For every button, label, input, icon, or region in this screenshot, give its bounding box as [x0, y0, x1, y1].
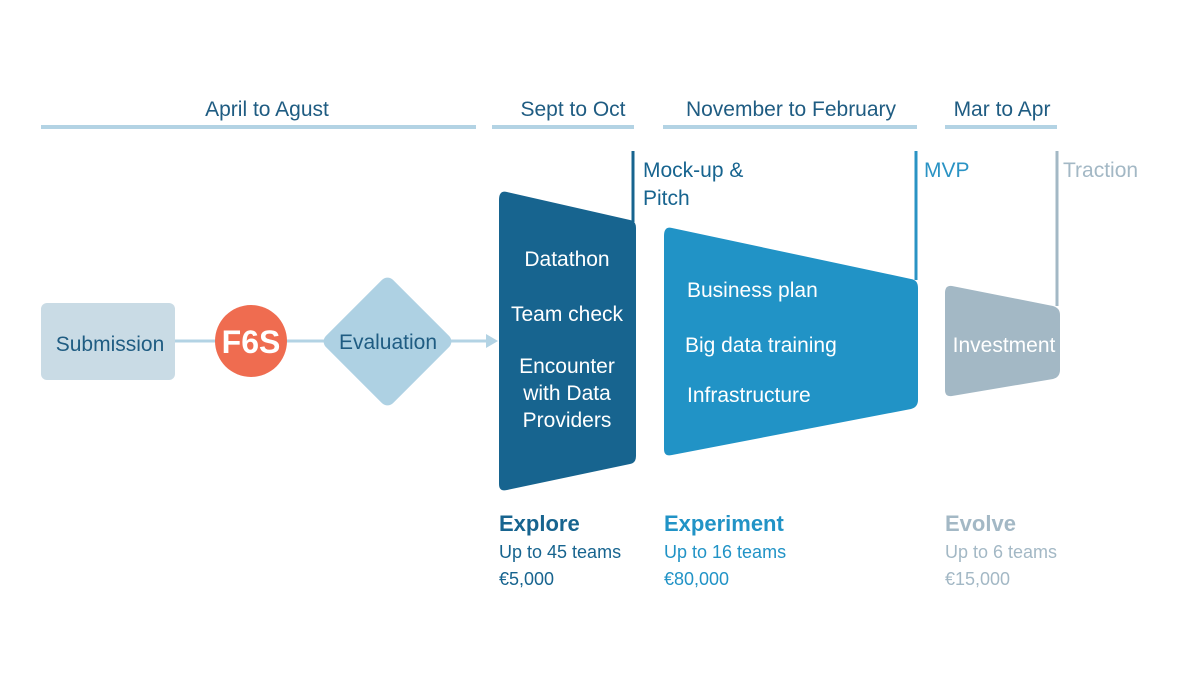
stage-explore-name: Explore: [499, 511, 580, 536]
stage-explore-teams: Up to 45 teams: [499, 542, 621, 562]
submission-label: Submission: [56, 333, 165, 356]
explore-item-teamcheck: Team check: [511, 303, 624, 326]
timeline-periods: April to Agust Sept to Oct November to F…: [41, 98, 1057, 129]
milestones: Mock-up & Pitch MVP Traction: [631, 151, 1138, 306]
stage-evolve: Investment Evolve Up to 6 teams €15,000: [945, 285, 1060, 589]
stage-evolve-name: Evolve: [945, 511, 1016, 536]
period-label-1: April to Agust: [205, 98, 329, 121]
evolve-item-investment: Investment: [953, 334, 1056, 357]
stage-explore-amount: €5,000: [499, 569, 554, 589]
period-label-2: Sept to Oct: [520, 98, 625, 121]
stage-evolve-teams: Up to 6 teams: [945, 542, 1057, 562]
period-bar-4: [945, 125, 1057, 129]
milestone-mockup-line1: Mock-up &: [643, 159, 743, 182]
milestone-mvp: MVP: [924, 159, 970, 182]
stage-evolve-shape: [945, 285, 1060, 397]
period-label-3: November to February: [686, 98, 897, 121]
explore-item-datathon: Datathon: [524, 248, 609, 271]
evaluation-diamond: [323, 277, 452, 406]
period-bar-2: [492, 125, 634, 129]
submission-box: [41, 303, 175, 380]
stage-explore: Datathon Team check Encounter with Data …: [499, 191, 636, 589]
explore-item-encounter-2: with Data: [522, 382, 611, 405]
stage-experiment-name: Experiment: [664, 511, 784, 536]
experiment-item-bigdata: Big data training: [685, 334, 837, 357]
explore-item-encounter-1: Encounter: [519, 355, 615, 378]
evaluation-label: Evaluation: [339, 331, 437, 354]
entry-flow: Submission F6S Evaluation: [41, 277, 498, 406]
f6s-badge-icon: [215, 305, 287, 377]
milestone-mockup-line2: Pitch: [643, 187, 690, 210]
flow-arrowhead-icon: [486, 334, 498, 348]
stage-experiment-shape: [664, 227, 918, 456]
period-bar-1: [41, 125, 476, 129]
stage-experiment-teams: Up to 16 teams: [664, 542, 786, 562]
period-bar-3: [663, 125, 917, 129]
stage-explore-shape: [499, 191, 636, 491]
experiment-item-businessplan: Business plan: [687, 279, 818, 302]
stage-experiment-amount: €80,000: [664, 569, 729, 589]
experiment-item-infrastructure: Infrastructure: [687, 384, 811, 407]
explore-item-encounter-3: Providers: [523, 409, 612, 432]
period-label-4: Mar to Apr: [954, 98, 1051, 121]
f6s-badge-label: F6S: [222, 324, 281, 360]
stage-evolve-amount: €15,000: [945, 569, 1010, 589]
milestone-traction: Traction: [1063, 159, 1138, 182]
stage-experiment: Business plan Big data training Infrastr…: [664, 227, 918, 589]
